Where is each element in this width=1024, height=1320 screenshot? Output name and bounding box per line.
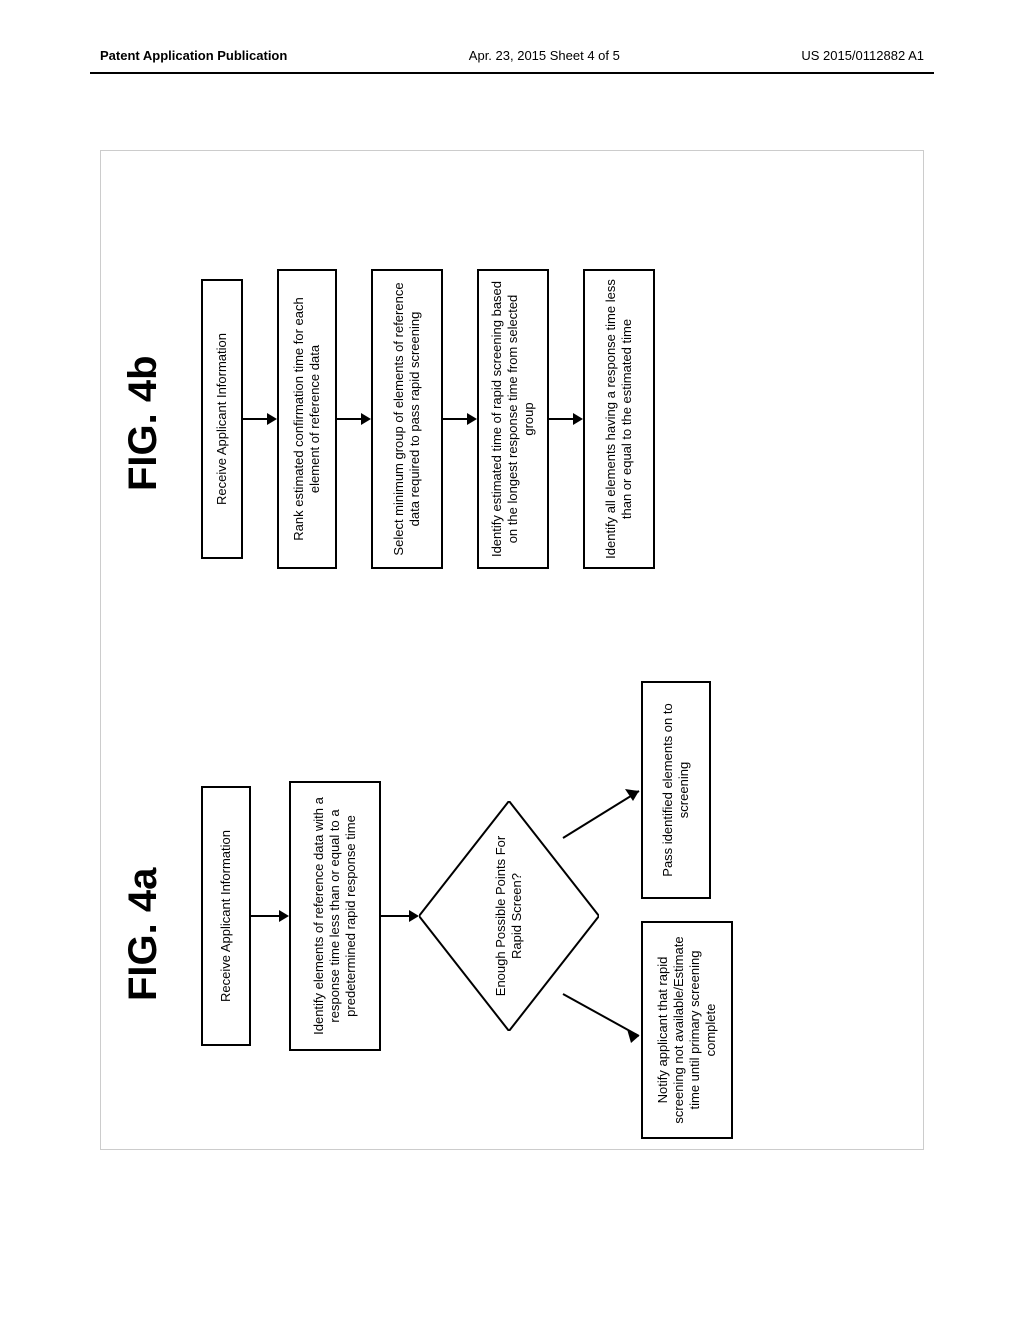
fig4b-step-receive: Receive Applicant Information [201, 279, 243, 559]
rotated-canvas: FIG. 4a FIG. 4b Receive Applicant Inform… [101, 151, 925, 1151]
arrowhead-down-icon [467, 413, 477, 425]
arrow [443, 418, 467, 420]
fig4a-step-receive: Receive Applicant Information [201, 786, 251, 1046]
header-rule [90, 72, 934, 74]
header-right: US 2015/0112882 A1 [801, 48, 924, 63]
fig4b-step-select: Select minimum group of elements of refe… [371, 269, 443, 569]
fig4a-decision: Enough Possible Points For Rapid Screen? [419, 801, 599, 1031]
header-left: Patent Application Publication [100, 48, 287, 63]
fig4a-decision-label: Enough Possible Points For Rapid Screen? [419, 801, 599, 1031]
arrowhead-down-icon [573, 413, 583, 425]
page: Patent Application Publication Apr. 23, … [0, 0, 1024, 1320]
fig-4a-label: FIG. 4a [121, 868, 166, 1001]
fig4b-step-identify-time: Identify estimated time of rapid screeni… [477, 269, 549, 569]
header-center: Apr. 23, 2015 Sheet 4 of 5 [469, 48, 620, 63]
fig4b-step-rank: Rank estimated confirmation time for eac… [277, 269, 337, 569]
arrow [243, 418, 267, 420]
fig4a-step-identify: Identify elements of reference data with… [289, 781, 381, 1051]
fig4b-step-identify-elements: Identify all elements having a response … [583, 269, 655, 569]
diagram-area: FIG. 4a FIG. 4b Receive Applicant Inform… [100, 150, 924, 1150]
arrowhead-down-icon [361, 413, 371, 425]
fig4a-result-no: Notify applicant that rapid screening no… [641, 921, 733, 1139]
fig4a-result-yes: Pass identified elements on to screening [641, 681, 711, 899]
fig-4b-label: FIG. 4b [121, 355, 166, 491]
arrow [381, 915, 409, 917]
page-header: Patent Application Publication Apr. 23, … [100, 48, 924, 63]
arrowhead-down-icon [279, 910, 289, 922]
arrow [251, 915, 279, 917]
arrow [337, 418, 361, 420]
arrowhead-down-icon [409, 910, 419, 922]
arrow [549, 418, 573, 420]
arrowhead-down-icon [267, 413, 277, 425]
